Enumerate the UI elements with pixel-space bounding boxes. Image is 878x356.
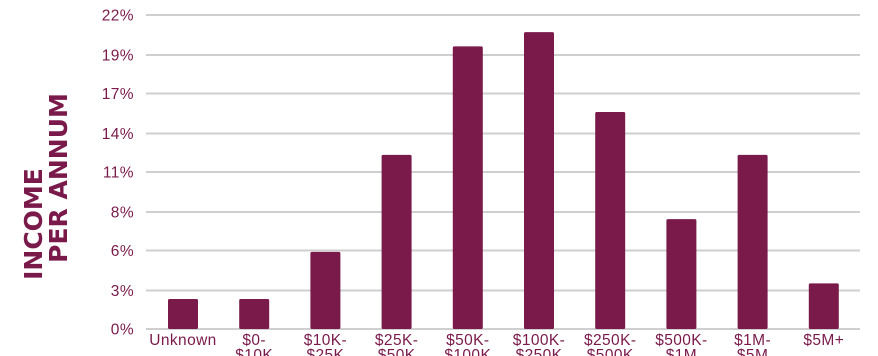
y-tick-label: 14%	[102, 126, 134, 143]
bar	[595, 112, 626, 330]
x-tick-label-line: $25K	[306, 347, 344, 356]
y-tick-label: 17%	[102, 86, 134, 103]
y-axis-title-line-1: INCOME	[19, 168, 48, 280]
x-tick-label: $100K-$250K	[513, 332, 565, 356]
bar	[381, 154, 412, 329]
x-tick-label-line: $500K	[587, 347, 634, 356]
bar	[239, 299, 270, 329]
y-axis-ticks: 0% 3% 6% 8% 11% 14% 17% 19% 22%	[102, 8, 134, 339]
x-tick-label-line: $0-	[242, 332, 266, 349]
x-tick-label: $500K-$1M	[655, 332, 707, 356]
bar	[452, 46, 483, 330]
y-tick-label: 3%	[111, 283, 134, 300]
x-tick-label-line: $10K	[235, 347, 273, 356]
x-tick-label-line: Unknown	[149, 332, 216, 349]
bar	[666, 219, 697, 329]
x-tick-label-line: $100K-	[513, 332, 565, 349]
x-tick-label: $50K-$100K	[444, 332, 491, 356]
x-tick-label-line: $5M+	[803, 332, 844, 349]
x-tick-label-line: $50K	[378, 347, 416, 356]
bar	[737, 154, 768, 329]
bar	[310, 251, 341, 329]
x-tick-label: $5M+	[803, 332, 844, 349]
x-tick-label-line: $250K	[516, 347, 563, 356]
y-tick-label: 6%	[111, 243, 134, 260]
x-tick-label: $1M-$5M	[734, 332, 771, 356]
y-axis-title: INCOME PER ANNUM	[19, 93, 73, 280]
y-tick-label: 8%	[111, 204, 134, 221]
x-tick-label-line: $25K-	[375, 332, 418, 349]
x-tick-label-line: $10K-	[304, 332, 347, 349]
y-tick-label: 11%	[103, 165, 134, 182]
x-tick-label-line: $5M	[737, 347, 768, 356]
bar	[524, 32, 554, 330]
x-axis-labels: Unknown $0-$10K$10K-$25K$25K-$50K$50K-$10…	[149, 332, 844, 356]
x-tick-label-line: $500K-	[655, 332, 707, 349]
y-axis-title-line-2: PER ANNUM	[44, 93, 73, 263]
bar	[808, 283, 839, 329]
bar	[168, 299, 198, 329]
x-tick-label-line: $50K-	[446, 332, 489, 349]
x-tick-label: $0-$10K	[235, 332, 273, 356]
x-tick-label-line: $1M-	[734, 332, 771, 349]
x-tick-label: $25K-$50K	[375, 332, 418, 356]
y-tick-label: 22%	[102, 8, 134, 25]
y-tick-label: 19%	[102, 47, 134, 64]
x-tick-label-line: $1M	[666, 347, 697, 356]
x-tick-label: Unknown	[149, 332, 216, 349]
x-tick-label-line: $100K	[444, 347, 491, 356]
x-tick-label-line: $250K-	[584, 332, 636, 349]
bars	[168, 32, 839, 330]
x-tick-label: $250K-$500K	[584, 332, 636, 356]
x-tick-label: $10K-$25K	[304, 332, 347, 356]
y-tick-label: 0%	[111, 322, 134, 339]
